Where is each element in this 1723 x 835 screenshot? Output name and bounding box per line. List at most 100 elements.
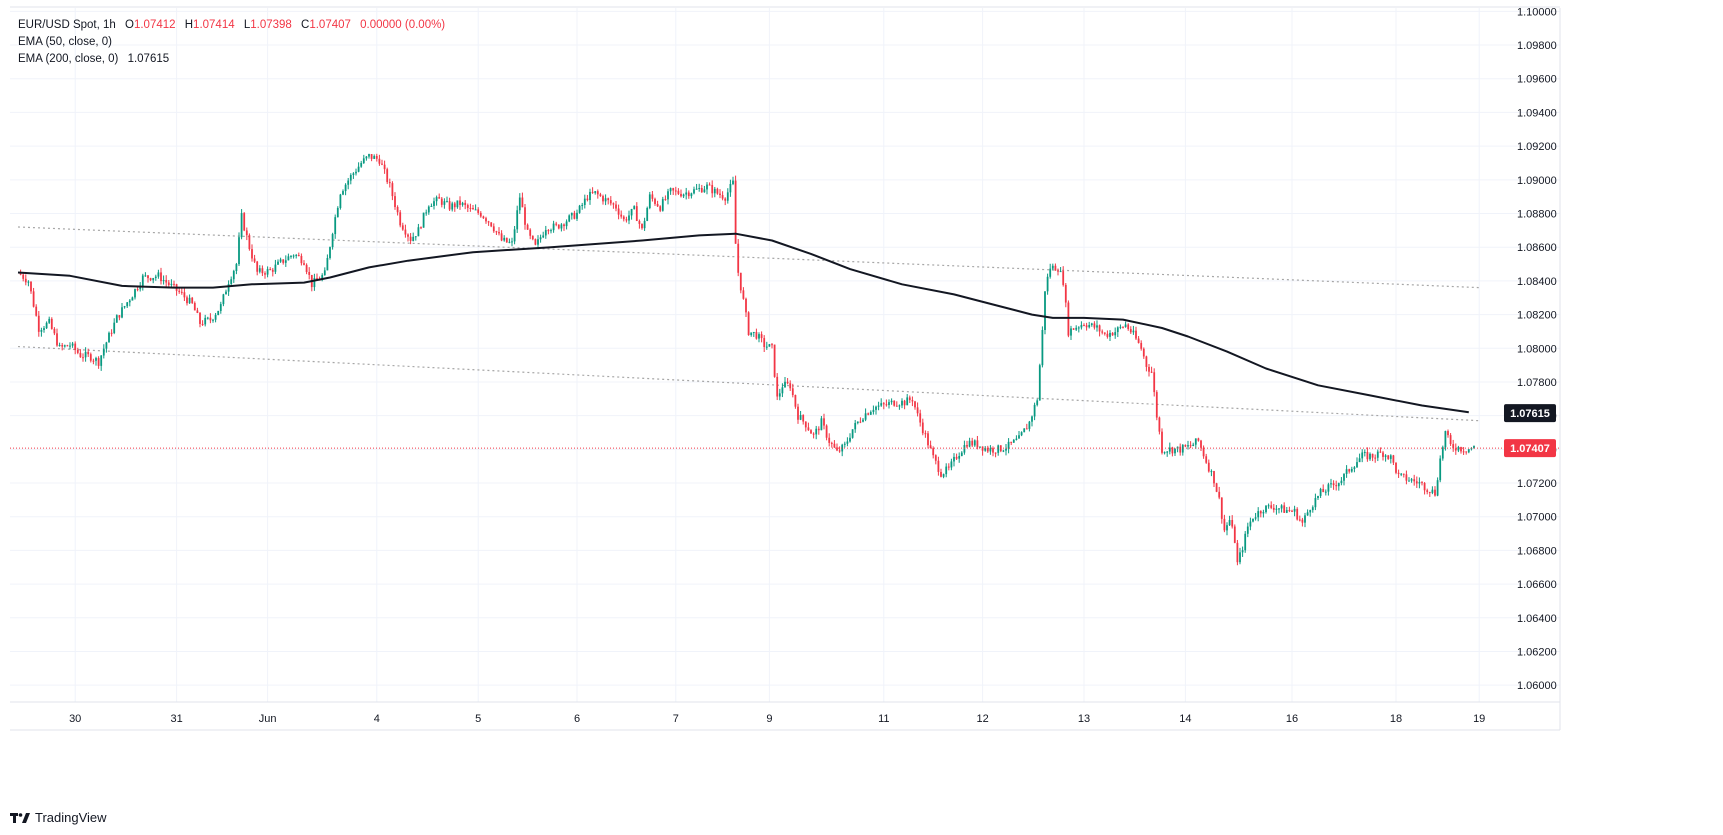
candle-body	[550, 230, 552, 232]
candle-body	[1285, 510, 1288, 513]
candle-body	[628, 215, 630, 221]
candle-body	[1436, 480, 1439, 496]
candle-body	[97, 358, 100, 366]
candle-body	[807, 427, 810, 431]
candle-body	[1402, 473, 1405, 475]
candle-body	[1168, 447, 1171, 452]
candle-body	[1054, 265, 1057, 271]
ema200-row[interactable]: EMA (200, close, 0) 1.07615	[18, 51, 445, 68]
candle-body	[1018, 435, 1020, 439]
candle-body	[817, 428, 820, 431]
candle-body	[1088, 324, 1091, 328]
symbol-label[interactable]: EUR/USD Spot, 1h	[18, 19, 116, 31]
candle-body	[656, 203, 659, 207]
candle-body	[1460, 447, 1462, 452]
x-tick-label: 12	[976, 713, 988, 725]
candle-body	[399, 212, 402, 226]
candle-body	[516, 210, 519, 230]
candle-body	[804, 421, 807, 428]
candle-body	[339, 194, 342, 208]
candle-body	[1228, 520, 1231, 526]
candle-body	[872, 409, 875, 412]
candle-body	[724, 198, 727, 201]
candle-body	[417, 227, 420, 237]
candle-body	[1135, 330, 1137, 339]
candle-body	[1382, 452, 1384, 457]
candle-body	[165, 280, 168, 283]
candle-body	[1288, 510, 1291, 512]
candle-body	[560, 224, 563, 229]
candle-body	[882, 403, 885, 405]
tradingview-logo-icon	[10, 812, 30, 824]
candle-body	[812, 433, 815, 435]
candle-body	[1244, 533, 1247, 551]
candle-body	[1127, 324, 1130, 330]
candle-body	[513, 229, 516, 242]
candle-body	[1311, 507, 1314, 511]
candle-body	[778, 393, 781, 397]
candle-body	[386, 169, 389, 183]
candle-body	[396, 207, 399, 213]
candle-body	[906, 397, 909, 406]
candle-body	[157, 272, 160, 277]
candle-body	[232, 270, 235, 280]
candle-body	[370, 154, 373, 159]
candle-body	[955, 456, 958, 459]
candle-body	[113, 322, 116, 333]
candle-body	[212, 319, 214, 321]
x-tick-label: 31	[170, 713, 182, 725]
candle-body	[1415, 481, 1418, 484]
candle-body	[568, 215, 571, 222]
y-tick-label: 1.09200	[1517, 141, 1557, 153]
candle-body	[1025, 428, 1028, 430]
open-value: 1.07412	[133, 19, 176, 31]
candle-body	[537, 239, 539, 245]
ema50-row[interactable]: EMA (50, close, 0)	[18, 34, 445, 51]
candle-body	[48, 318, 51, 323]
candle-body	[492, 226, 495, 232]
candle-body	[1181, 444, 1184, 453]
candle-body	[1374, 457, 1377, 459]
candle-body	[1296, 508, 1299, 520]
candle-body	[1072, 328, 1075, 330]
candle-body	[1249, 521, 1252, 527]
footer-branding[interactable]: TradingView	[10, 810, 107, 825]
candle-body	[1020, 432, 1023, 436]
candle-body	[1265, 505, 1267, 513]
candle-body	[1343, 473, 1345, 481]
candle-body	[225, 291, 227, 295]
candle-body	[1132, 330, 1135, 333]
candle-body	[820, 418, 823, 431]
candle-body	[555, 223, 558, 225]
low-value: 1.07398	[250, 19, 292, 31]
candle-body	[921, 422, 924, 434]
candle-body	[750, 332, 753, 336]
candle-body	[251, 249, 253, 259]
candle-body	[357, 166, 360, 172]
candle-body	[1158, 417, 1161, 432]
candle-body	[760, 334, 763, 339]
chart-grid	[10, 8, 1560, 702]
candle-body	[71, 343, 74, 346]
candle-body	[797, 406, 799, 420]
candle-body	[1142, 348, 1145, 357]
candle-body	[1413, 479, 1416, 482]
candle-body	[1051, 265, 1054, 269]
candle-body	[581, 204, 584, 206]
candle-body	[1189, 445, 1192, 447]
candle-body	[300, 255, 303, 264]
candle-body	[1150, 371, 1153, 373]
candle-body	[89, 354, 92, 361]
candle-body	[1239, 552, 1241, 563]
candle-body	[1210, 471, 1213, 473]
candle-body	[1005, 448, 1007, 451]
candle-body	[620, 214, 623, 217]
candle-body	[295, 255, 298, 257]
candle-body	[960, 452, 963, 456]
candle-body	[1452, 444, 1455, 449]
candle-body	[607, 198, 610, 201]
candle-body	[789, 383, 792, 389]
candle-body	[472, 208, 474, 210]
candle-body	[1194, 438, 1197, 445]
